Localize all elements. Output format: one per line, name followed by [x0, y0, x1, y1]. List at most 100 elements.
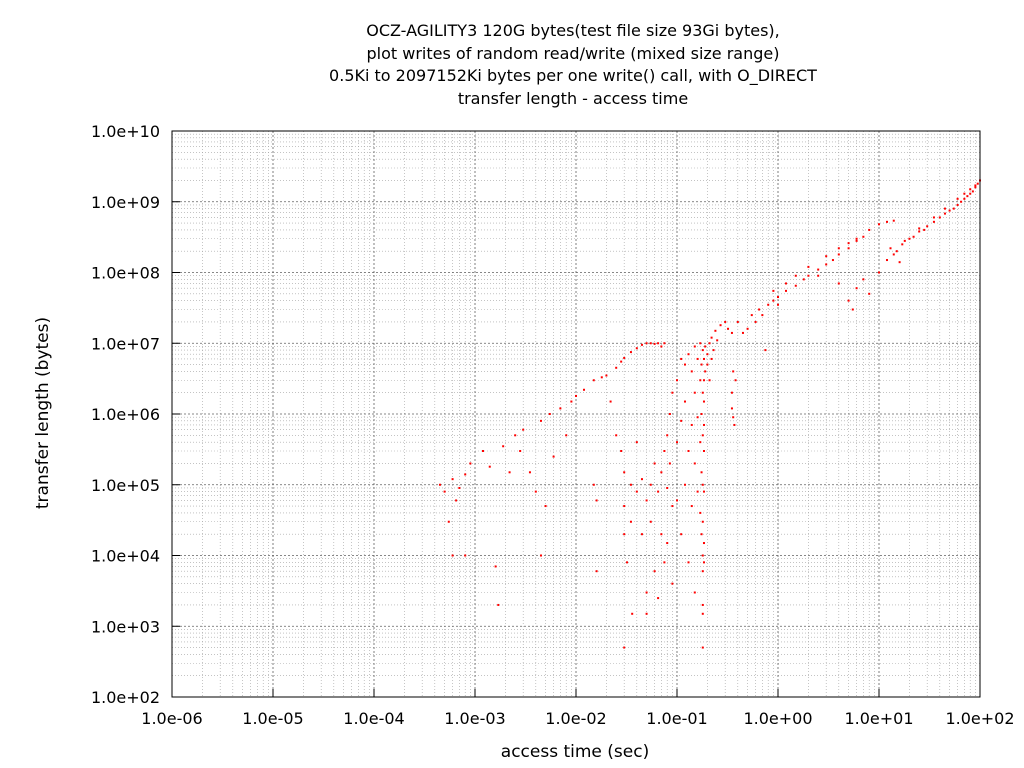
- data-point: [923, 228, 926, 231]
- data-point: [469, 462, 472, 465]
- data-point: [701, 520, 704, 523]
- data-point: [693, 391, 696, 394]
- data-point: [626, 561, 629, 564]
- data-point: [974, 186, 977, 189]
- data-point: [733, 423, 736, 426]
- data-point: [831, 259, 834, 262]
- data-point: [758, 308, 761, 311]
- data-point: [635, 347, 638, 350]
- y-tick-label: 1.0e+09: [91, 193, 160, 212]
- data-point: [687, 561, 690, 564]
- data-point: [956, 203, 959, 206]
- data-point: [794, 284, 797, 287]
- data-point: [680, 419, 683, 422]
- data-point: [438, 483, 441, 486]
- data-point: [696, 357, 699, 360]
- data-point: [767, 303, 770, 306]
- data-point: [892, 253, 895, 256]
- data-point: [825, 263, 828, 266]
- data-point: [657, 490, 660, 493]
- data-point: [663, 342, 666, 345]
- data-point: [699, 511, 702, 514]
- data-point: [653, 462, 656, 465]
- data-point: [926, 225, 929, 228]
- data-point: [592, 379, 595, 382]
- data-point: [640, 533, 643, 536]
- data-point: [696, 490, 699, 493]
- data-points: [438, 179, 981, 649]
- x-axis-label: access time (sec): [501, 742, 649, 762]
- x-tick-label: 1.0e-06: [141, 709, 202, 728]
- data-point: [687, 449, 690, 452]
- data-point: [582, 388, 585, 391]
- data-point: [701, 603, 704, 606]
- data-point: [855, 287, 858, 290]
- data-point: [660, 471, 663, 474]
- data-point: [575, 394, 577, 397]
- data-point: [952, 207, 955, 210]
- data-point: [868, 292, 871, 295]
- data-point: [645, 342, 648, 345]
- data-point: [595, 570, 598, 573]
- data-point: [710, 336, 713, 339]
- data-point: [544, 505, 547, 508]
- data-point: [724, 320, 727, 323]
- data-point: [706, 363, 709, 366]
- data-point: [701, 570, 704, 573]
- data-point: [660, 345, 663, 348]
- data-point: [708, 342, 711, 345]
- data-point: [702, 357, 705, 360]
- data-point: [668, 462, 671, 465]
- y-tick-label: 1.0e+10: [91, 122, 160, 141]
- data-point: [708, 379, 711, 382]
- data-point: [777, 303, 779, 306]
- data-point: [497, 603, 500, 606]
- x-tick-label: 1.0e+02: [945, 709, 1014, 728]
- data-point: [570, 400, 573, 403]
- data-point: [960, 200, 963, 203]
- data-point: [666, 434, 669, 437]
- data-point: [963, 197, 966, 200]
- data-point: [794, 274, 797, 277]
- data-point: [649, 520, 652, 523]
- data-point: [699, 342, 702, 345]
- data-point: [690, 505, 693, 508]
- data-point: [645, 499, 648, 502]
- data-point: [784, 289, 787, 292]
- data-point: [847, 242, 850, 245]
- data-point: [701, 349, 704, 352]
- data-point: [730, 331, 733, 334]
- data-point: [903, 239, 906, 242]
- data-point: [956, 197, 959, 200]
- grid: [171, 130, 981, 698]
- data-point: [534, 490, 537, 493]
- data-point: [912, 235, 915, 238]
- data-point: [666, 542, 669, 545]
- data-point: [847, 247, 850, 250]
- data-point: [754, 320, 757, 323]
- data-point: [539, 554, 542, 557]
- data-point: [862, 235, 865, 238]
- data-point: [892, 219, 895, 222]
- data-point: [700, 363, 703, 366]
- data-point: [712, 349, 715, 352]
- data-point: [901, 243, 904, 246]
- data-point: [635, 490, 638, 493]
- data-point: [701, 434, 704, 437]
- data-point: [635, 441, 638, 444]
- data-point: [640, 343, 643, 346]
- data-point: [592, 483, 595, 486]
- data-point: [699, 379, 702, 382]
- data-point: [719, 324, 722, 327]
- x-tick-label: 1.0e-03: [444, 709, 505, 728]
- data-point: [746, 327, 749, 330]
- data-point: [623, 471, 626, 474]
- data-point: [702, 379, 705, 382]
- data-point: [969, 192, 972, 195]
- data-point: [693, 462, 696, 465]
- data-point: [660, 533, 663, 536]
- data-point: [702, 449, 705, 452]
- data-point: [629, 351, 632, 354]
- y-tick-label: 1.0e+02: [91, 688, 160, 707]
- title-line-1: OCZ-AGILITY3 120G bytes(test file size 9…: [366, 21, 780, 40]
